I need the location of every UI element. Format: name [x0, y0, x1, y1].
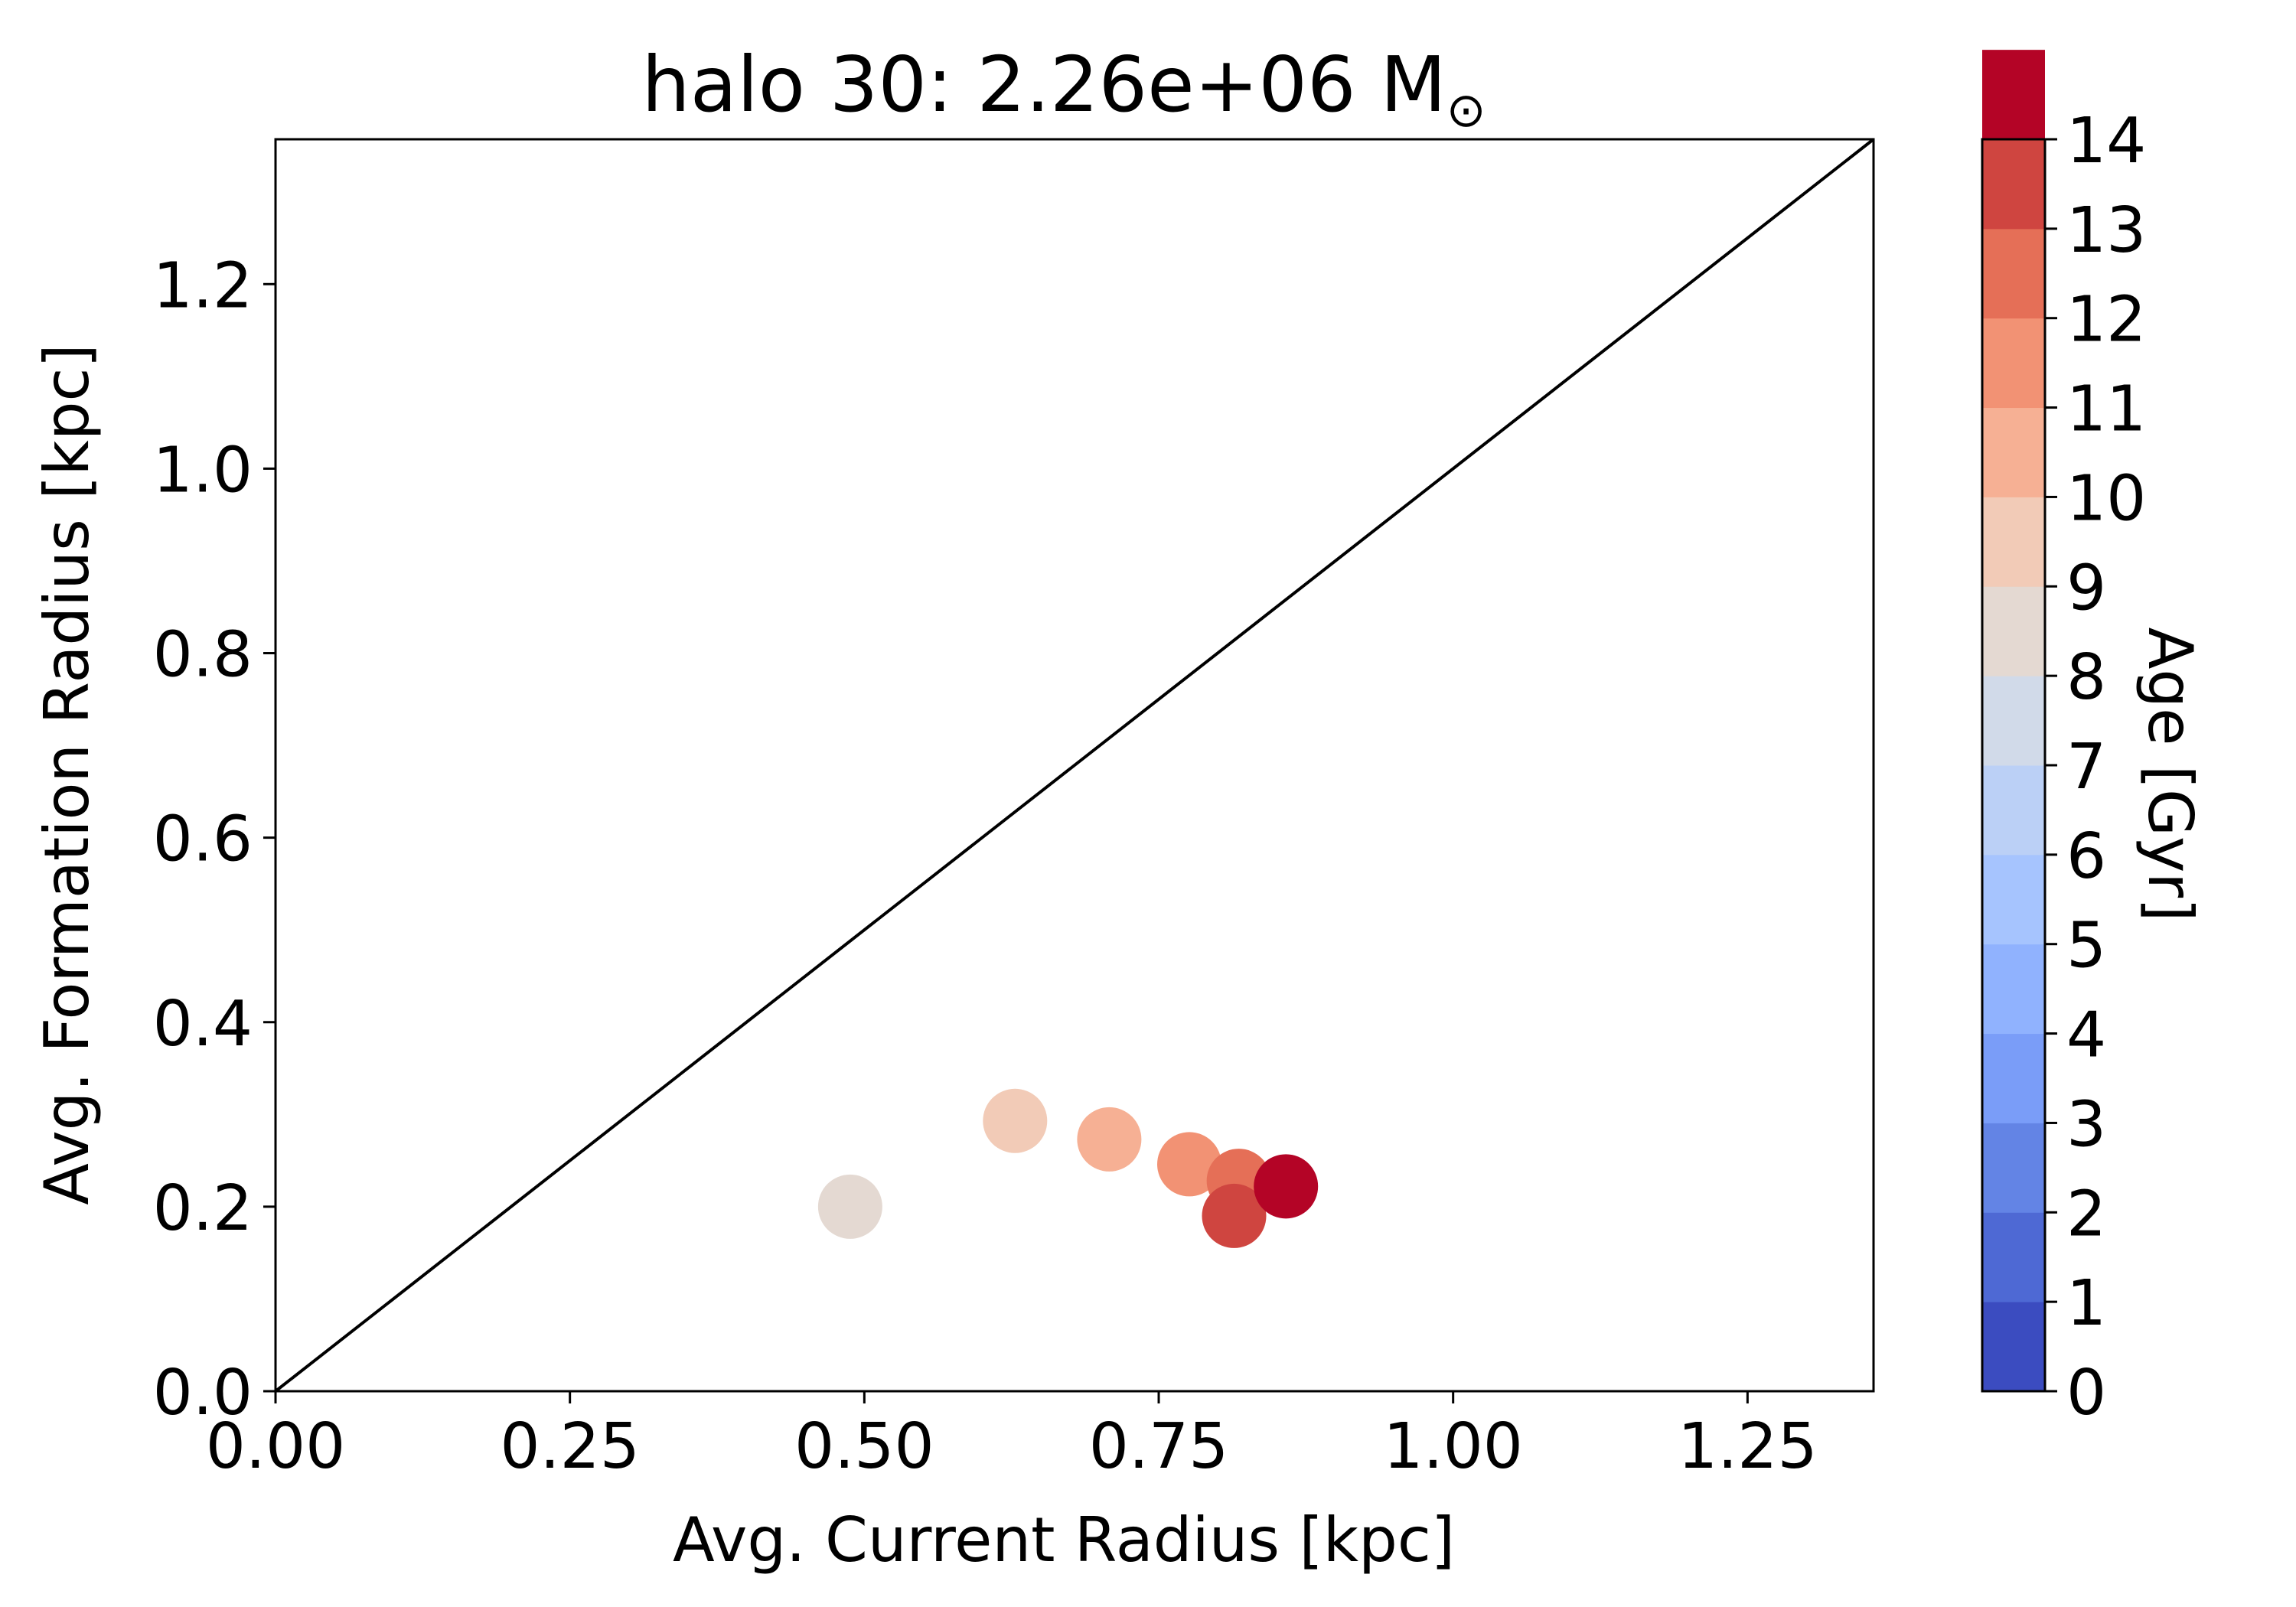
plot-area — [274, 138, 1875, 1393]
colorbar-segment — [1982, 1033, 2045, 1123]
x-tick-label: 0.00 — [206, 1410, 346, 1483]
y-tick-label: 0.0 — [153, 1357, 253, 1429]
colorbar-segment — [1982, 139, 2045, 230]
x-tick-label: 0.25 — [500, 1410, 640, 1483]
y-tick-label: 0.8 — [153, 619, 253, 692]
y-tick-label: 0.2 — [153, 1172, 253, 1245]
colorbar-tick-label: 8 — [2066, 641, 2106, 714]
colorbar-segment — [1982, 676, 2045, 766]
colorbar-tick-label: 5 — [2066, 910, 2106, 983]
data-point — [1202, 1183, 1267, 1248]
colorbar-tick-label: 2 — [2066, 1178, 2106, 1250]
colorbar-segment — [1982, 944, 2045, 1035]
colorbar-tick-label: 11 — [2066, 373, 2146, 446]
colorbar-segment — [1982, 50, 2045, 140]
data-point — [1077, 1107, 1142, 1172]
y-tick-label: 1.2 — [153, 249, 253, 322]
colorbar-tick-label: 13 — [2066, 194, 2146, 267]
colorbar-tick-label: 10 — [2066, 462, 2146, 535]
colorbar-tick-label: 14 — [2066, 105, 2146, 178]
data-point — [817, 1174, 882, 1239]
chart-title-symbol: ⊙ — [1446, 82, 1486, 138]
colorbar-tick-label: 9 — [2066, 552, 2106, 624]
colorbar — [1981, 50, 2047, 1393]
y-axis-ticks: 0.0 0.2 0.4 0.6 0.8 1.0 1.2 — [153, 249, 276, 1429]
data-point — [1157, 1132, 1222, 1197]
colorbar-tick-label: 1 — [2066, 1267, 2106, 1340]
colorbar-segment — [1982, 1302, 2045, 1392]
colorbar-segment — [1982, 765, 2045, 856]
x-tick-label: 0.75 — [1089, 1410, 1229, 1483]
chart-title: halo 30: 2.26e+06 M⊙ — [641, 40, 1486, 138]
colorbar-segment — [1982, 854, 2045, 945]
data-point — [1254, 1154, 1319, 1219]
colorbar-segment — [1982, 228, 2045, 319]
colorbar-segment — [1982, 1212, 2045, 1302]
x-axis-ticks: 0.00 0.25 0.50 0.75 1.00 1.25 — [206, 1391, 1818, 1483]
colorbar-label: Age [Gyr] — [2135, 627, 2206, 922]
y-axis-label: Avg. Formation Radius [kpc] — [31, 344, 103, 1204]
one-to-one-line — [274, 138, 1875, 1393]
colorbar-segment — [1982, 407, 2045, 497]
y-tick-label: 1.0 — [153, 434, 253, 507]
colorbar-tick-label: 6 — [2066, 820, 2106, 893]
colorbar-tick-label: 4 — [2066, 999, 2106, 1072]
y-tick-label: 0.4 — [153, 988, 253, 1061]
colorbar-segment — [1982, 497, 2045, 587]
colorbar-tick-label: 3 — [2066, 1088, 2106, 1161]
x-tick-label: 1.00 — [1383, 1410, 1523, 1483]
plot-frame — [274, 138, 1875, 1393]
colorbar-segment — [1982, 318, 2045, 409]
colorbar-tick-label: 0 — [2066, 1357, 2106, 1429]
data-points — [817, 1088, 1319, 1248]
y-tick-label: 0.6 — [153, 804, 253, 876]
data-point — [983, 1088, 1048, 1153]
chart-title-main: halo 30: 2.26e+06 M — [641, 40, 1446, 129]
x-axis-label: Avg. Current Radius [kpc] — [673, 1504, 1455, 1576]
colorbar-segment — [1982, 586, 2045, 676]
colorbar-tick-label: 7 — [2066, 731, 2106, 804]
colorbar-tick-label: 12 — [2066, 284, 2146, 357]
colorbar-segment — [1982, 1123, 2045, 1213]
x-tick-label: 1.25 — [1678, 1410, 1818, 1483]
x-tick-label: 0.50 — [794, 1410, 934, 1483]
